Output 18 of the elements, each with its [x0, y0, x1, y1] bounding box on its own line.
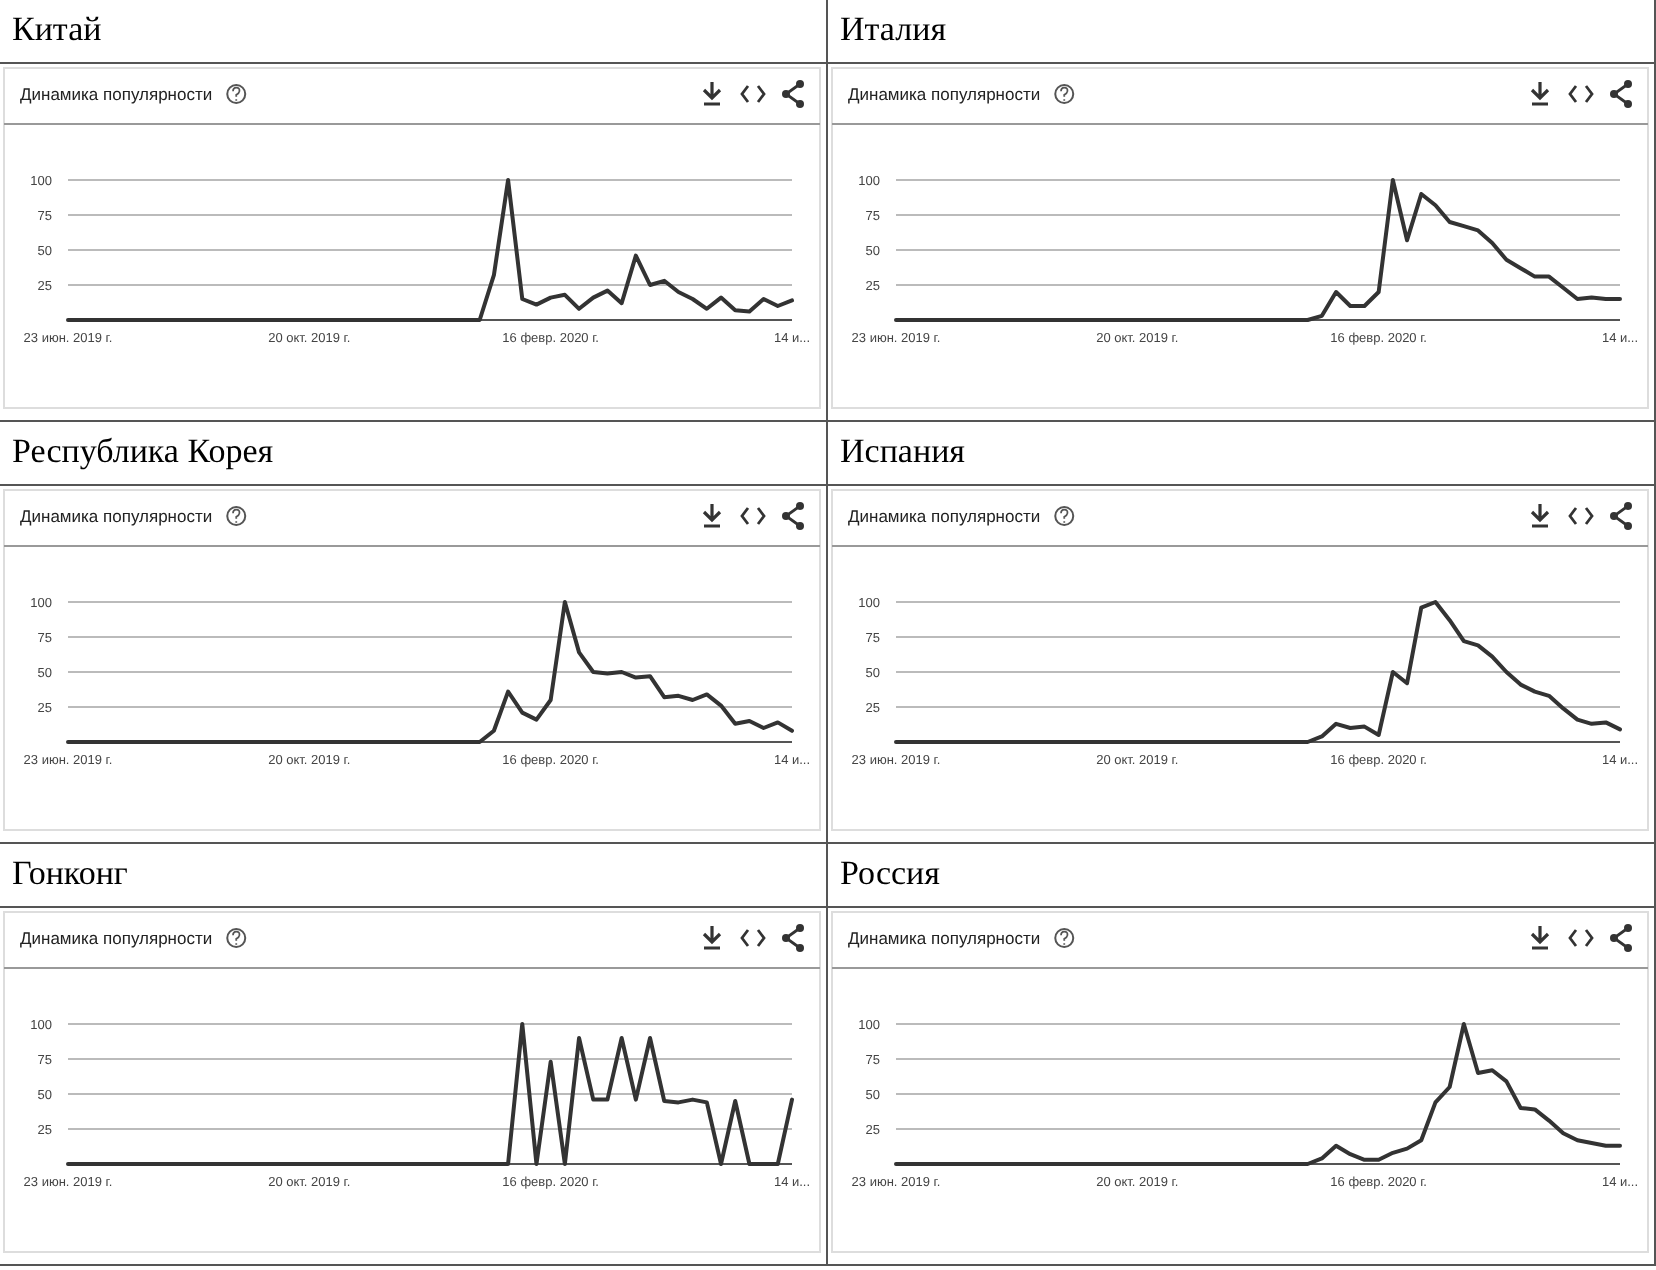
chart-title: Гонконг	[0, 844, 826, 908]
line-series	[66, 600, 794, 744]
chart-subtitle: Динамика популярности	[848, 84, 1041, 104]
line-series	[66, 178, 794, 322]
chart-subtitle: Динамика популярности	[20, 84, 213, 104]
line-series	[66, 1022, 794, 1166]
chart-title: Республика Корея	[0, 422, 826, 486]
chart-subtitle: Динамика популярности	[848, 928, 1041, 948]
chart-title: Россия	[828, 844, 1654, 908]
line-series	[894, 600, 1622, 744]
chart-title: Китай	[0, 0, 826, 64]
chart-title: Италия	[828, 0, 1654, 64]
line-series	[894, 1022, 1622, 1166]
chart-title: Испания	[828, 422, 1654, 486]
line-series	[894, 178, 1622, 322]
chart-subtitle: Динамика популярности	[848, 506, 1041, 526]
chart-subtitle: Динамика популярности	[20, 928, 213, 948]
chart-subtitle: Динамика популярности	[20, 506, 213, 526]
